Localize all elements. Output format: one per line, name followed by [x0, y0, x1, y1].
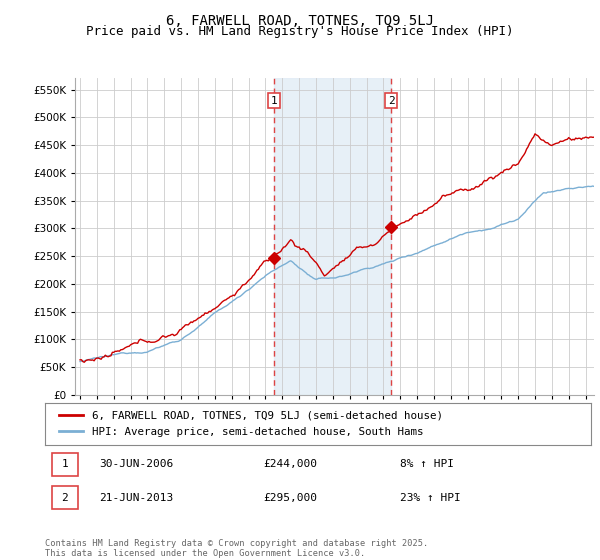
Legend: 6, FARWELL ROAD, TOTNES, TQ9 5LJ (semi-detached house), HPI: Average price, semi: 6, FARWELL ROAD, TOTNES, TQ9 5LJ (semi-d…	[56, 408, 446, 441]
Text: 1: 1	[271, 96, 277, 105]
Text: 23% ↑ HPI: 23% ↑ HPI	[400, 493, 461, 503]
Text: 6, FARWELL ROAD, TOTNES, TQ9 5LJ: 6, FARWELL ROAD, TOTNES, TQ9 5LJ	[166, 14, 434, 28]
Text: 21-JUN-2013: 21-JUN-2013	[100, 493, 174, 503]
FancyBboxPatch shape	[52, 486, 78, 510]
Text: 2: 2	[61, 493, 68, 503]
FancyBboxPatch shape	[52, 452, 78, 476]
Text: Price paid vs. HM Land Registry's House Price Index (HPI): Price paid vs. HM Land Registry's House …	[86, 25, 514, 38]
Text: £244,000: £244,000	[263, 459, 317, 469]
Text: Contains HM Land Registry data © Crown copyright and database right 2025.
This d: Contains HM Land Registry data © Crown c…	[45, 539, 428, 558]
Text: 2: 2	[388, 96, 395, 105]
Bar	[274, 78, 391, 395]
Text: 1: 1	[61, 459, 68, 469]
Text: 8% ↑ HPI: 8% ↑ HPI	[400, 459, 454, 469]
Text: £295,000: £295,000	[263, 493, 317, 503]
Text: 30-JUN-2006: 30-JUN-2006	[100, 459, 174, 469]
